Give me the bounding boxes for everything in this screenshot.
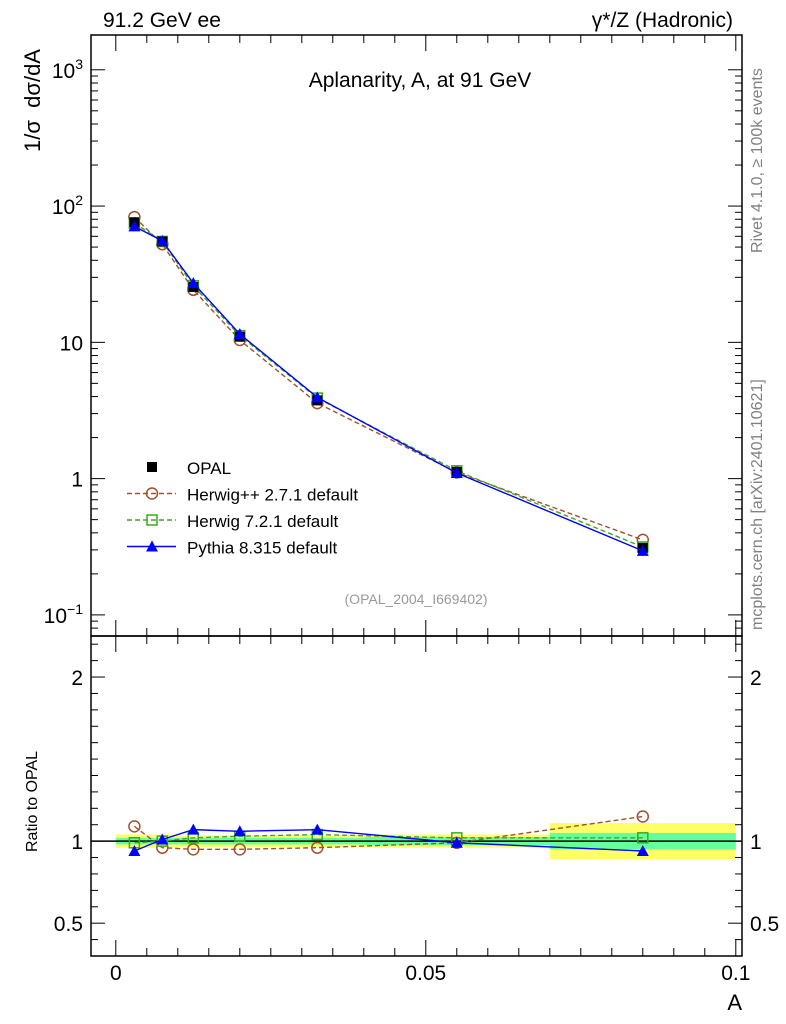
pythia-point <box>187 277 200 289</box>
header-energy-label: 91.2 GeV ee <box>103 9 221 32</box>
pythia-ratio-point <box>636 844 649 856</box>
main-plot-x-ticks <box>115 35 737 636</box>
pythia-point <box>156 234 169 246</box>
legend: OPAL Herwig++ 2.7.1 default Herwig 7.2.1 d… <box>127 459 358 558</box>
legend-label: Pythia 8.315 default <box>187 539 338 558</box>
pythia-point <box>128 220 141 232</box>
rivet-version-label: Rivet 4.1.0, ≥ 100k events <box>749 68 766 253</box>
ratio-plot-frame <box>90 635 743 957</box>
herwigpp-ratio-point <box>233 843 247 856</box>
main-plot-series <box>128 210 650 556</box>
legend-entry: Herwig 7.2.1 default <box>127 512 338 531</box>
pythia-ratio-point <box>450 836 463 848</box>
y-tick-label: 102 <box>52 192 83 219</box>
legend-entry: Pythia 8.315 default <box>127 539 338 558</box>
mcplots-reference-label: mcplots.cern.ch [arXiv:2401.10621] <box>749 379 766 630</box>
x-tick-label: 0 <box>110 962 122 985</box>
pythia-point <box>233 328 246 340</box>
legend-marker <box>146 540 158 552</box>
pythia-ratio-point <box>128 844 141 856</box>
ratio-y-tick-label: 0.5 <box>54 913 83 936</box>
x-tick-label: 0.05 <box>405 962 446 985</box>
legend-marker <box>145 487 159 500</box>
legend-marker <box>146 514 158 526</box>
ratio-y-tick-label: 2 <box>71 667 83 690</box>
y-tick-label: 10 <box>60 332 83 355</box>
ratio-plot-y-ticks: 0.5 0.5 1 1 2 2 <box>54 643 779 941</box>
pythia-point <box>636 544 649 556</box>
pythia-ratio-point <box>156 833 169 845</box>
legend-entry: OPAL <box>147 459 231 478</box>
main-plot-y-axis-label: 1/σ dσ/dA <box>20 49 45 152</box>
herwigpp-ratio-point <box>636 810 650 823</box>
main-plot-y-ticks: 10−1 1 10 102 103 <box>44 56 742 637</box>
legend-label: Herwig 7.2.1 default <box>187 512 338 531</box>
header-process-label: γ*/Z (Hadronic) <box>592 9 733 32</box>
legend-marker <box>147 462 157 472</box>
ratio-y-tick-label: 2 <box>750 667 762 690</box>
pythia-ratio-point <box>311 823 324 835</box>
ratio-y-tick-label: 1 <box>750 831 762 854</box>
herwigpp-ratio-point <box>311 841 324 854</box>
herwigpp-ratio-point <box>128 820 141 833</box>
legend-label: OPAL <box>187 459 231 478</box>
main-plot-panel: 10−1 1 10 102 103 Aplanarity, A, at 91 GeV 1… <box>20 34 743 637</box>
pythia-ratio-point <box>233 825 246 837</box>
ratio-plot-series <box>128 810 650 856</box>
legend-label: Herwig++ 2.7.1 default <box>187 486 358 505</box>
legend-entry: Herwig++ 2.7.1 default <box>127 486 358 505</box>
pythia-point <box>450 466 463 478</box>
ratio-plot-panel: 0.5 0.5 1 1 2 2 0 0.05 0.1 Ratio to OPAL A <box>24 635 779 1015</box>
ratio-y-tick-label: 0.5 <box>750 913 779 936</box>
ratio-plot-x-axis-label: A <box>727 990 742 1015</box>
y-tick-label: 10−1 <box>44 601 84 628</box>
analysis-id-annotation: (OPAL_2004_I669402) <box>345 591 488 607</box>
pythia-point <box>311 391 324 403</box>
herwig7-ratio-point <box>637 832 649 844</box>
y-tick-label: 1 <box>71 469 83 492</box>
y-tick-label: 103 <box>52 56 83 83</box>
ratio-plot-x-ticks: 0 0.05 0.1 <box>110 636 750 985</box>
x-tick-label: 0.1 <box>721 962 750 985</box>
herwigpp-ratio-point <box>187 843 200 856</box>
pythia-ratio-point <box>187 823 200 835</box>
ratio-y-tick-label: 1 <box>71 831 83 854</box>
main-plot-title: Aplanarity, A, at 91 GeV <box>309 69 532 92</box>
ratio-plot-y-axis-label: Ratio to OPAL <box>24 751 41 852</box>
